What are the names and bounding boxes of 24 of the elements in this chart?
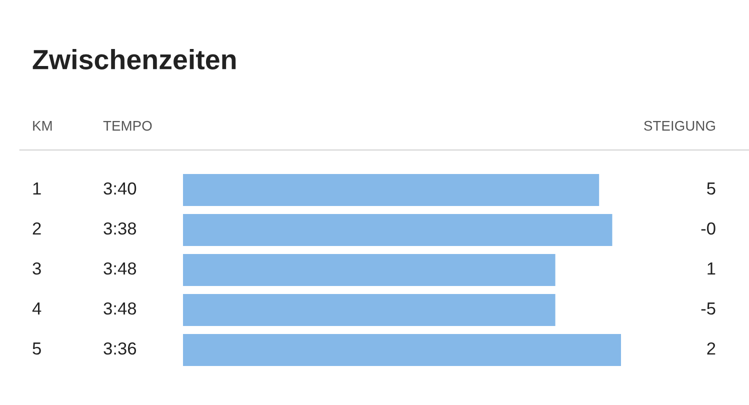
y-axis-title: KM [33,121,52,131]
bar [183,334,621,366]
text: 5 [707,182,716,195]
bar [183,294,556,326]
text: 3:38 [104,222,136,235]
text: 2 [707,342,716,354]
text: 1 [708,262,716,274]
y-tick-label: 4 [32,302,42,314]
bar [183,254,556,286]
text: STEIGUNG [644,120,715,131]
y-tick-label: 3 [32,262,41,275]
text: 3:36 [104,342,136,355]
text: 3:48 [104,302,136,315]
text: 3:48 [104,262,136,275]
text: 3:40 [104,182,136,195]
text: -0 [701,222,716,235]
chart-title: Zwischenzeiten [32,49,236,70]
bar [183,174,600,206]
y-tick-label: 5 [32,342,41,355]
text: -5 [701,302,716,315]
y-tick-label: 1 [33,182,41,194]
y-tick-label: 2 [32,222,41,234]
text: TEMPO [103,120,152,131]
bar [183,214,612,246]
